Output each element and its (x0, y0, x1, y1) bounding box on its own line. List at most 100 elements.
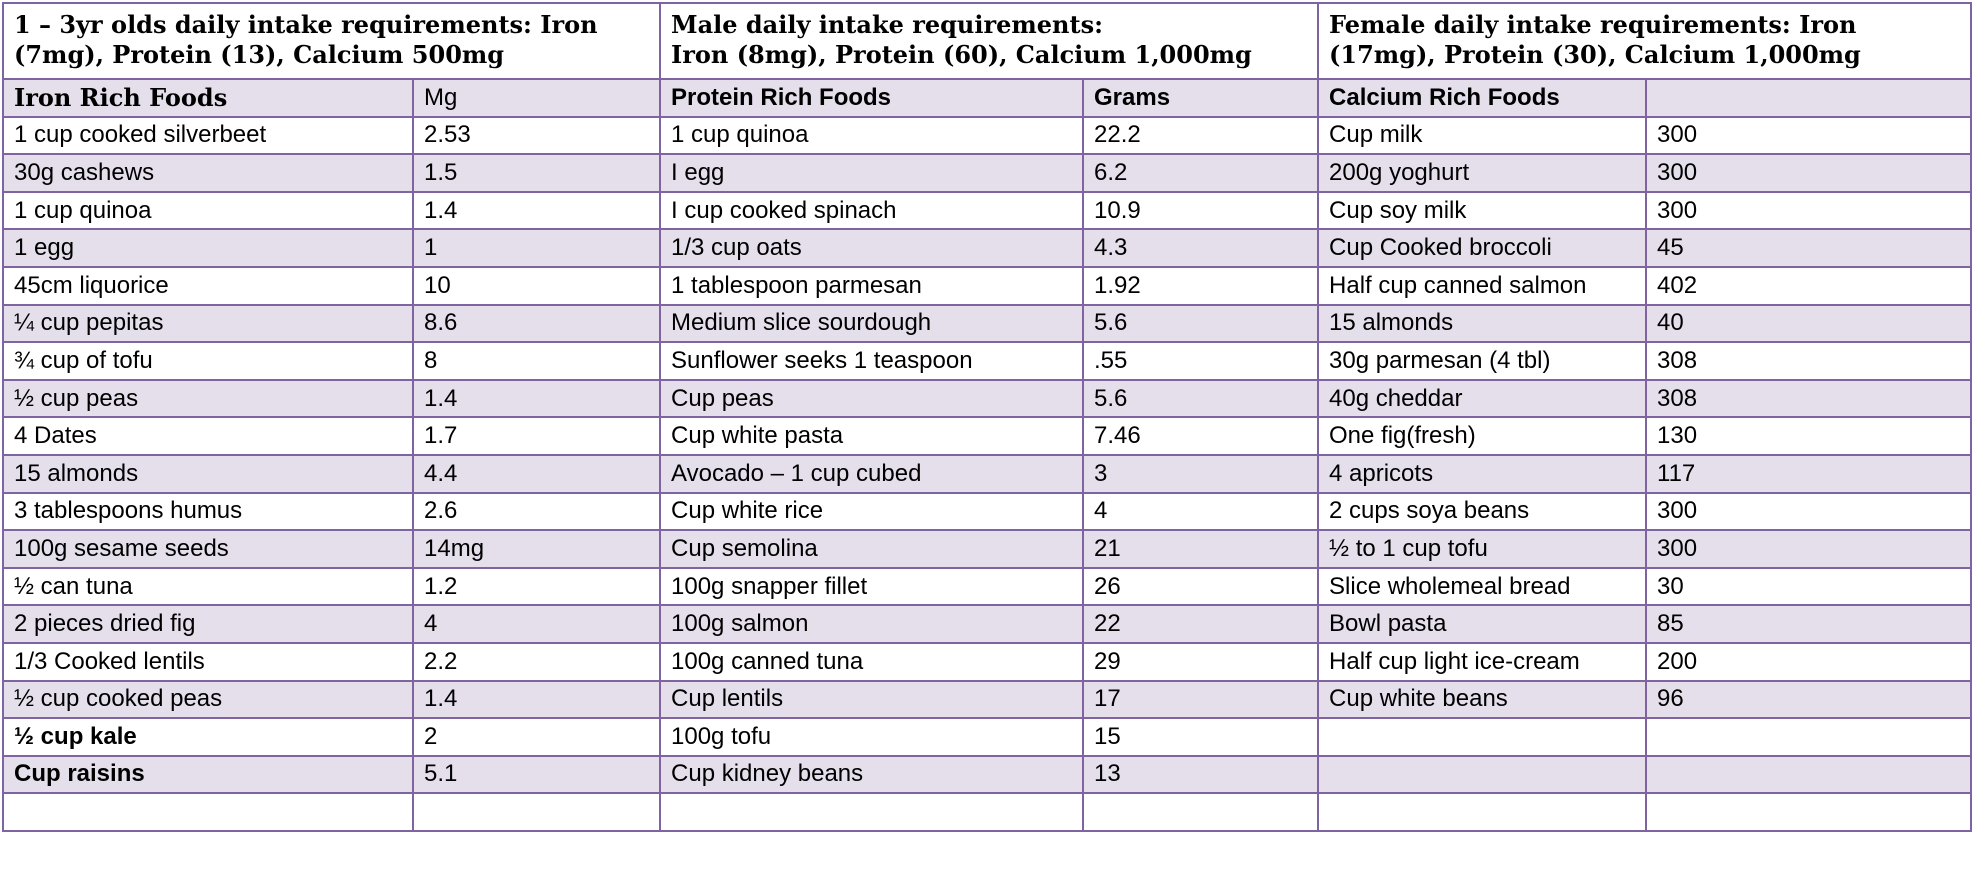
protein-food-cell: 100g salmon (659, 604, 1085, 644)
iron-food-cell: 2 pieces dried fig (2, 604, 414, 644)
protein-grams-cell: 22.2 (1082, 115, 1320, 156)
iron-food-cell: ½ can tuna (2, 566, 414, 607)
iron-food-cell: ¼ cup pepitas (2, 303, 414, 344)
calcium-value-cell: 96 (1645, 679, 1973, 720)
iron-food-cell: 3 tablespoons humus (2, 491, 414, 532)
table-row: 1 cup quinoa 1.4 I cup cooked spinach 10.9 C… (2, 190, 1973, 231)
protein-grams-cell: 6.2 (1082, 153, 1320, 193)
calcium-food-cell: 4 apricots (1317, 453, 1648, 494)
iron-mg-cell (411, 792, 662, 832)
table-row: 2 pieces dried fig 4 100g salmon 22 Bowl pas… (2, 604, 1973, 644)
table-row: ½ can tuna 1.2 100g snapper fillet 26 Slice … (2, 566, 1973, 607)
protein-grams-cell: .55 (1082, 341, 1320, 381)
protein-grams-cell: 26 (1082, 566, 1320, 607)
toddler-requirements-header: 1 – 3yr olds daily intake requirements: … (1, 2, 662, 80)
table-row: 45cm liquorice 10 1 tablespoon parmesan 1.9… (2, 265, 1973, 306)
iron-mg-cell: 1.4 (411, 679, 662, 720)
requirements-header-row: 1 – 3yr olds daily intake requirements: … (1, 2, 1973, 80)
protein-food-cell: I egg (659, 153, 1085, 193)
iron-food-cell: ½ cup kale (2, 717, 414, 757)
iron-food-cell: 1 cup quinoa (2, 190, 414, 231)
iron-mg-cell: 2 (411, 717, 662, 757)
calcium-value-cell: 117 (1645, 453, 1973, 494)
iron-mg-cell: 2.6 (411, 491, 662, 532)
calcium-food-cell: Half cup light ice-cream (1317, 641, 1648, 682)
protein-food-cell: 1 cup quinoa (659, 115, 1085, 156)
food-rows: 1 cup cooked silverbeet 2.53 1 cup quinoa 2… (2, 115, 1973, 832)
calcium-value-cell: 300 (1645, 190, 1973, 231)
iron-mg-cell: 1.5 (411, 153, 662, 193)
column-header-row: Iron Rich Foods Mg Protein Rich Foods Gr… (2, 78, 1973, 118)
table-row: ½ cup peas 1.4 Cup peas 5.6 40g cheddar 308 (2, 378, 1973, 419)
iron-mg-cell: 1.2 (411, 566, 662, 607)
table-row (2, 792, 1973, 832)
protein-food-cell: Cup white pasta (659, 416, 1085, 456)
protein-food-cell: Medium slice sourdough (659, 303, 1085, 344)
iron-mg-cell: 10 (411, 265, 662, 306)
calcium-food-cell: Bowl pasta (1317, 604, 1648, 644)
iron-mg-cell: 1 (411, 228, 662, 268)
protein-grams-cell: 21 (1082, 529, 1320, 569)
iron-mg-cell: 2.53 (411, 115, 662, 156)
protein-food-cell: Cup peas (659, 378, 1085, 419)
calcium-food-cell: Slice wholemeal bread (1317, 566, 1648, 607)
calcium-food-cell (1317, 754, 1648, 795)
protein-food-cell (659, 792, 1085, 832)
protein-food-cell: 100g tofu (659, 717, 1085, 757)
calcium-value-cell: 300 (1645, 153, 1973, 193)
calcium-value-cell: 200 (1645, 641, 1973, 682)
protein-grams-cell: 1.92 (1082, 265, 1320, 306)
protein-food-cell: Avocado – 1 cup cubed (659, 453, 1085, 494)
iron-food-cell: 45cm liquorice (2, 265, 414, 306)
mg-column-header: Mg (411, 78, 662, 118)
table-row: ¾ cup of tofu 8 Sunflower seeks 1 teaspoon… (2, 341, 1973, 381)
calcium-value-cell: 300 (1645, 491, 1973, 532)
calcium-value-cell: 30 (1645, 566, 1973, 607)
calcium-food-cell: 2 cups soya beans (1317, 491, 1648, 532)
table-row: Cup raisins 5.1 Cup kidney beans 13 (2, 754, 1973, 795)
protein-food-cell: Cup lentils (659, 679, 1085, 720)
protein-food-cell: Cup semolina (659, 529, 1085, 569)
calcium-food-cell (1317, 792, 1648, 832)
iron-mg-cell: 2.2 (411, 641, 662, 682)
iron-food-cell (2, 792, 414, 832)
protein-food-cell: I cup cooked spinach (659, 190, 1085, 231)
iron-food-cell: 1 cup cooked silverbeet (2, 115, 414, 156)
calcium-food-cell: Cup Cooked broccoli (1317, 228, 1648, 268)
table-row: ½ cup kale 2 100g tofu 15 (2, 717, 1973, 757)
calcium-value-cell: 40 (1645, 303, 1973, 344)
iron-foods-column-header: Iron Rich Foods (2, 78, 414, 118)
calcium-value-cell: 85 (1645, 604, 1973, 644)
iron-mg-cell: 14mg (411, 529, 662, 569)
calcium-value-cell: 300 (1645, 115, 1973, 156)
iron-food-cell: Cup raisins (2, 754, 414, 795)
calcium-food-cell: Cup white beans (1317, 679, 1648, 720)
calcium-value-cell (1645, 754, 1973, 795)
iron-food-cell: 15 almonds (2, 453, 414, 494)
protein-food-cell: Cup white rice (659, 491, 1085, 532)
protein-grams-cell: 10.9 (1082, 190, 1320, 231)
iron-food-cell: ¾ cup of tofu (2, 341, 414, 381)
calcium-food-cell (1317, 717, 1648, 757)
protein-food-cell: 1 tablespoon parmesan (659, 265, 1085, 306)
calcium-value-cell: 130 (1645, 416, 1973, 456)
table-row: 1 cup cooked silverbeet 2.53 1 cup quinoa 2… (2, 115, 1973, 156)
nutrition-table: 1 – 3yr olds daily intake requirements: … (1, 2, 1973, 832)
table-row: 100g sesame seeds 14mg Cup semolina 21 ½ to … (2, 529, 1973, 569)
table-row: 3 tablespoons humus 2.6 Cup white rice 4 2 c… (2, 491, 1973, 532)
protein-foods-column-header: Protein Rich Foods (659, 78, 1085, 118)
calcium-value-cell: 308 (1645, 378, 1973, 419)
iron-mg-cell: 8.6 (411, 303, 662, 344)
grams-column-header: Grams (1082, 78, 1320, 118)
iron-mg-cell: 5.1 (411, 754, 662, 795)
protein-grams-cell: 4.3 (1082, 228, 1320, 268)
calcium-food-cell: Cup milk (1317, 115, 1648, 156)
protein-grams-cell: 13 (1082, 754, 1320, 795)
table-row: 30g cashews 1.5 I egg 6.2 200g yoghurt 300 (2, 153, 1973, 193)
calcium-food-cell: ½ to 1 cup tofu (1317, 529, 1648, 569)
iron-food-cell: 1 egg (2, 228, 414, 268)
protein-grams-cell: 17 (1082, 679, 1320, 720)
protein-grams-cell: 15 (1082, 717, 1320, 757)
protein-food-cell: 100g snapper fillet (659, 566, 1085, 607)
iron-food-cell: ½ cup cooked peas (2, 679, 414, 720)
